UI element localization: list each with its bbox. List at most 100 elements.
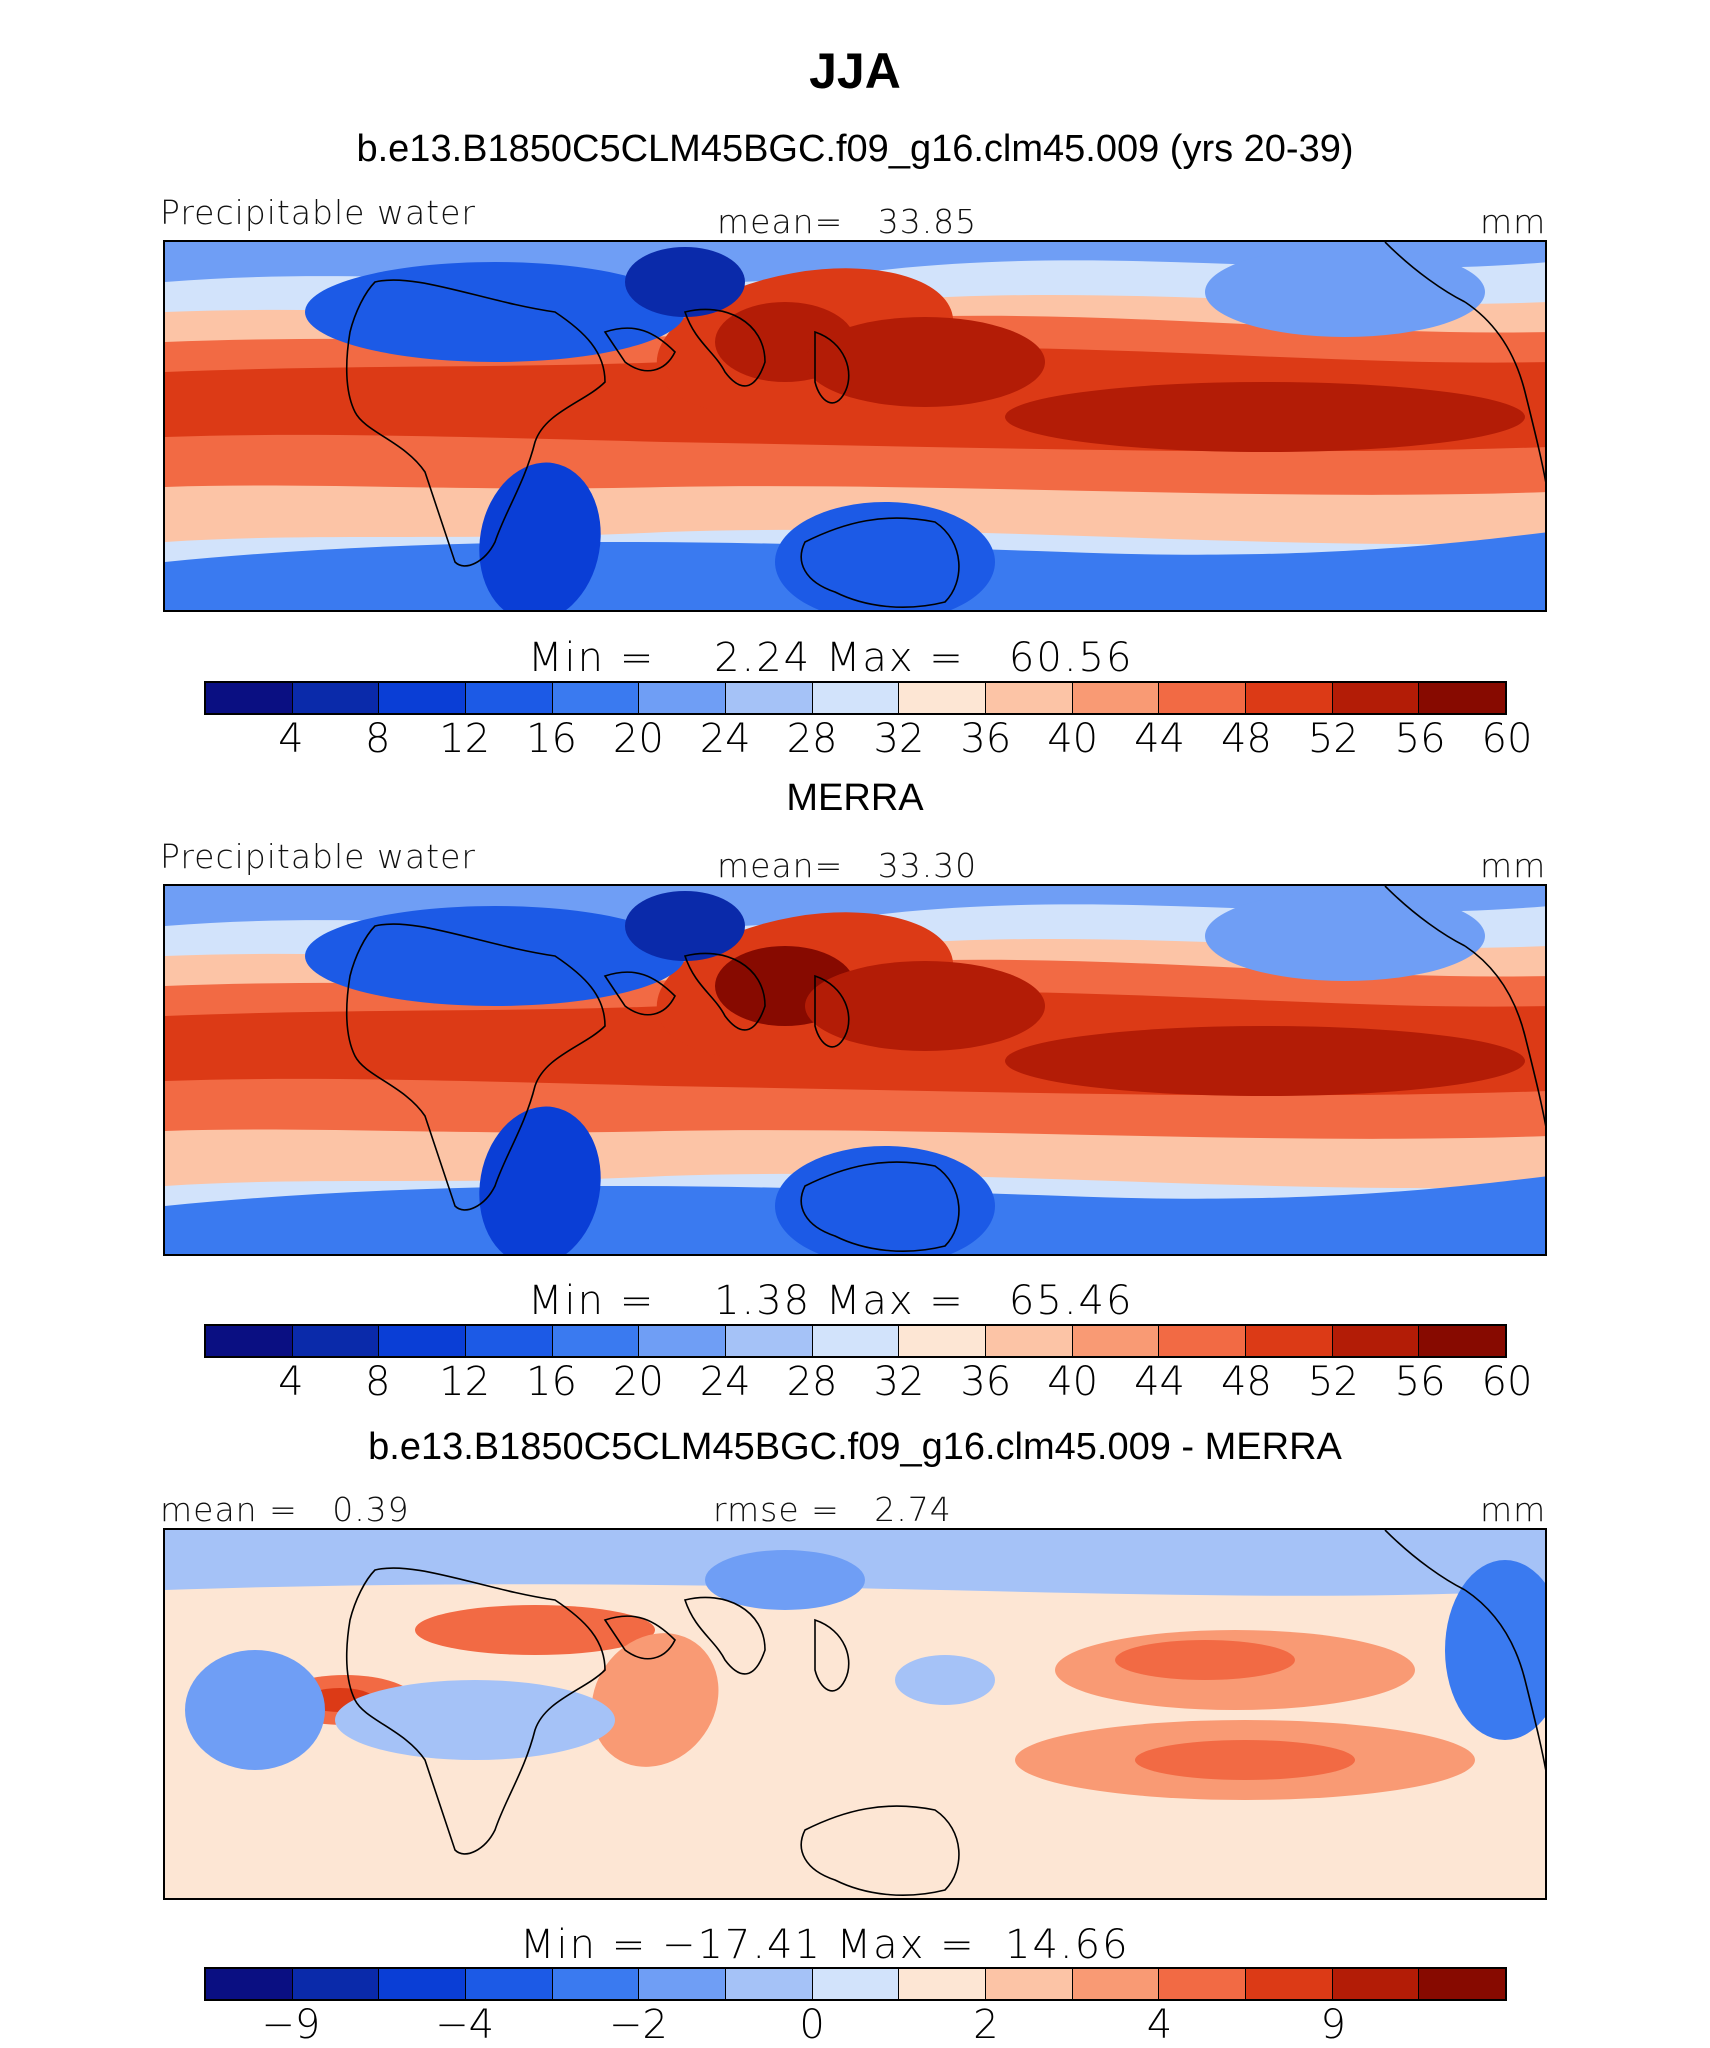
colorbar-tick-label: 60 xyxy=(1481,716,1533,762)
minmax-merra: Min = 1.38 Max = 65.46 xyxy=(528,1278,1134,1324)
coastline xyxy=(683,1596,766,1675)
coastline xyxy=(1464,1589,1545,1771)
colorbar-tick-label: −9 xyxy=(261,2002,321,2048)
colorbar-tick-label: 4 xyxy=(278,716,304,762)
contour-blob xyxy=(591,1633,719,1767)
coastline xyxy=(814,1618,850,1692)
colorbar-tick-label: 8 xyxy=(364,716,391,762)
colorbar-swatch xyxy=(1072,683,1160,713)
colorbar-tick-label: 2 xyxy=(973,2002,999,2048)
colorbar-tick-label: 28 xyxy=(786,1359,838,1405)
colorbar-swatch xyxy=(206,683,293,713)
colorbar-tick-label: 36 xyxy=(960,1359,1012,1405)
colorbar-swatch xyxy=(986,1969,1073,1999)
left-label-merra: Precipitable water xyxy=(160,837,476,876)
map-model xyxy=(163,240,1547,612)
colorbar-tick-label: 4 xyxy=(278,1359,304,1405)
colorbar-swatch xyxy=(1159,1969,1247,1999)
colorbar-tick-label: 16 xyxy=(526,716,577,762)
minmax-difference: Min = −17.41 Max = 14.66 xyxy=(520,1922,1130,1968)
colorbar-swatch xyxy=(466,683,553,713)
left-label-model: Precipitable water xyxy=(160,193,476,232)
colorbar-tick-label: 20 xyxy=(612,716,664,762)
colorbar-tick-label: 28 xyxy=(786,716,838,762)
contour-blob xyxy=(775,1146,995,1254)
coastline xyxy=(683,308,766,387)
colorbar-swatch xyxy=(206,1326,293,1356)
colorbar-swatch xyxy=(379,1969,467,1999)
minmax-model: Min = 2.24 Max = 60.56 xyxy=(528,635,1134,681)
colorbar-swatch xyxy=(292,683,380,713)
colorbar-tick-label: 52 xyxy=(1307,1359,1359,1405)
coastline xyxy=(603,327,676,372)
coastline xyxy=(800,1161,960,1252)
colorbar-tick-label: −2 xyxy=(608,2002,668,2048)
coastline xyxy=(1464,945,1545,1127)
panel-title-merra: MERRA xyxy=(786,777,924,819)
colorbar-swatch xyxy=(1246,683,1333,713)
contour-blob xyxy=(1115,1640,1295,1680)
contour-blob xyxy=(1205,247,1485,337)
colorbar-tick-label: 44 xyxy=(1134,1359,1185,1405)
colorbar-swatch xyxy=(1332,1969,1420,1999)
coastline xyxy=(345,923,606,1211)
colorbar-swatch xyxy=(552,683,640,713)
coastline xyxy=(603,1615,676,1660)
unit-label-difference: mm xyxy=(1480,1490,1547,1529)
contour-blob xyxy=(705,1550,865,1610)
colorbar-swatch xyxy=(726,1326,813,1356)
colorbar-swatch xyxy=(639,1969,727,1999)
colorbar-swatch xyxy=(986,683,1073,713)
colorbar-tick-label: 12 xyxy=(439,716,491,762)
contour-blob xyxy=(185,1650,325,1770)
colorbar-tick-label: 8 xyxy=(364,1359,391,1405)
colorbar-swatch xyxy=(1419,1326,1506,1356)
map-field-difference xyxy=(165,1530,1545,1898)
colorbar-swatch xyxy=(552,1326,640,1356)
colorbar-swatch xyxy=(1159,1326,1247,1356)
colorbar-tick-label: 60 xyxy=(1481,1359,1533,1405)
coastline xyxy=(1384,1530,1466,1591)
coastline xyxy=(1464,301,1545,483)
contour-blob xyxy=(479,1106,601,1254)
colorbar-swatch xyxy=(1246,1969,1333,1999)
coastline xyxy=(345,279,606,567)
map-merra xyxy=(163,884,1547,1256)
colorbar-tick-label: −4 xyxy=(435,2002,495,2048)
mean-label-model: mean= 33.85 xyxy=(717,202,978,241)
coastline xyxy=(800,517,960,608)
contour-blob xyxy=(1445,1560,1545,1740)
colorbar-swatch xyxy=(812,1969,900,1999)
colorbar-swatch xyxy=(639,1326,727,1356)
colorbar-merra xyxy=(204,1324,1507,1358)
colorbar-swatch xyxy=(899,1969,987,1999)
colorbar-swatch xyxy=(379,683,467,713)
coastline xyxy=(814,330,850,404)
contour-blob xyxy=(415,1605,655,1655)
colorbar-tick-label: 32 xyxy=(873,1359,925,1405)
colorbar-swatch xyxy=(726,1969,813,1999)
contour-blob xyxy=(305,262,685,362)
contour-blob xyxy=(305,906,685,1006)
colorbar-tick-label: 32 xyxy=(873,716,925,762)
colorbar-swatch xyxy=(206,1969,293,1999)
colorbar-tick-label: 48 xyxy=(1220,1359,1272,1405)
colorbar-tick-label: 24 xyxy=(699,1359,751,1405)
colorbar-tick-label: 56 xyxy=(1394,716,1446,762)
unit-label-model: mm xyxy=(1480,202,1547,241)
colorbar-swatch xyxy=(1246,1326,1333,1356)
mean-label-difference: mean = 0.39 xyxy=(160,1490,410,1529)
colorbar-tick-label: 44 xyxy=(1134,716,1185,762)
colorbar-swatch xyxy=(899,683,987,713)
colorbar-swatch xyxy=(466,1326,553,1356)
colorbar-tick-label: 9 xyxy=(1320,2002,1346,2048)
contour-blob xyxy=(1005,1026,1525,1096)
contour-blob xyxy=(1205,891,1485,981)
colorbar-tick-label: 48 xyxy=(1220,716,1272,762)
colorbar-swatch xyxy=(1332,1326,1420,1356)
colorbar-swatch xyxy=(1159,683,1247,713)
colorbar-swatch xyxy=(986,1326,1073,1356)
contour-blob xyxy=(805,961,1045,1051)
colorbar-swatch xyxy=(1072,1326,1160,1356)
contour-blob xyxy=(1135,1740,1355,1780)
